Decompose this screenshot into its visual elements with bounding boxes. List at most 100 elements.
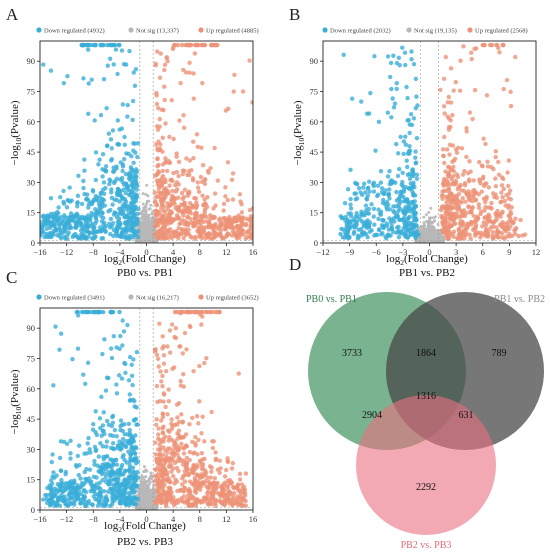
point-down-regulated	[130, 475, 136, 481]
point-up-regulated	[451, 88, 456, 93]
point-down-regulated	[56, 205, 61, 210]
point-down-regulated	[127, 433, 133, 438]
point-up-regulated	[171, 170, 176, 176]
point-down-regulated	[75, 204, 80, 209]
point-down-regulated	[63, 471, 68, 477]
point-up-regulated	[475, 214, 480, 219]
point-down-regulated	[360, 185, 366, 190]
point-down-regulated	[120, 343, 125, 348]
point-down-regulated	[100, 152, 106, 157]
point-up-regulated	[183, 232, 189, 238]
x-tick-label: −3	[398, 247, 407, 257]
point-up-regulated	[222, 226, 228, 232]
point-down-regulated	[82, 469, 87, 475]
point-up-regulated	[195, 180, 200, 185]
point-down-regulated	[86, 111, 91, 117]
point-up-regulated	[154, 223, 159, 228]
point-down-regulated	[121, 62, 127, 67]
point-not-sig	[428, 233, 432, 237]
point-up-regulated	[209, 42, 214, 48]
point-up-regulated	[183, 70, 189, 75]
point-up-regulated	[187, 60, 192, 65]
point-down-regulated	[93, 497, 98, 502]
point-up-regulated	[163, 121, 168, 126]
point-up-regulated	[477, 178, 482, 184]
point-down-regulated	[378, 212, 384, 217]
point-not-sig	[432, 229, 436, 233]
point-up-regulated	[239, 201, 244, 207]
legend-up-marker	[467, 27, 473, 33]
point-down-regulated	[127, 398, 133, 403]
point-down-regulated	[120, 436, 126, 442]
point-down-regulated	[348, 202, 353, 207]
point-down-regulated	[414, 172, 420, 178]
point-down-regulated	[80, 223, 85, 228]
point-down-regulated	[400, 45, 405, 50]
point-down-regulated	[109, 146, 114, 151]
point-down-regulated	[131, 501, 137, 507]
point-up-regulated	[485, 164, 491, 169]
point-not-sig	[146, 504, 150, 508]
point-up-regulated	[500, 194, 505, 200]
point-up-regulated	[159, 107, 164, 112]
y-tick-label: 60	[27, 117, 36, 127]
point-down-regulated	[411, 206, 417, 211]
point-down-regulated	[109, 190, 114, 195]
point-down-regulated	[130, 222, 135, 227]
legend-a: Down regulated (4932) Not sig (13,337) U…	[36, 27, 259, 35]
point-down-regulated	[97, 203, 102, 208]
point-down-regulated	[104, 375, 110, 380]
point-up-regulated	[177, 118, 182, 123]
point-down-regulated	[100, 196, 105, 202]
point-down-regulated	[397, 166, 402, 172]
point-down-regulated	[85, 42, 90, 48]
point-down-regulated	[75, 193, 81, 199]
point-not-sig	[422, 224, 426, 228]
point-down-regulated	[66, 230, 71, 235]
point-up-regulated	[194, 472, 200, 477]
point-up-regulated	[472, 87, 478, 93]
point-down-regulated	[405, 172, 411, 177]
point-up-regulated	[200, 162, 206, 168]
point-down-regulated	[114, 434, 119, 439]
x-ticks-a: −16 −12 −8 −4 0 4 8 12 16	[33, 243, 257, 257]
point-down-regulated	[78, 476, 83, 481]
point-down-regulated	[405, 95, 410, 101]
point-up-regulated	[153, 194, 159, 199]
point-not-sig	[141, 233, 145, 237]
y-tick-label: 30	[27, 177, 36, 187]
point-down-regulated	[108, 231, 113, 237]
point-down-regulated	[135, 154, 140, 160]
point-up-regulated	[472, 226, 477, 231]
point-up-regulated	[440, 189, 445, 195]
x-tick-label: 12	[222, 247, 231, 257]
point-down-regulated	[53, 493, 58, 499]
point-up-regulated	[446, 236, 452, 241]
point-down-regulated	[64, 221, 70, 226]
point-down-regulated	[111, 62, 116, 67]
point-not-sig	[140, 473, 144, 477]
point-up-regulated	[156, 106, 161, 111]
point-down-regulated	[107, 56, 113, 61]
point-up-regulated	[447, 196, 453, 202]
point-down-regulated	[355, 236, 361, 241]
point-down-regulated	[100, 444, 106, 449]
point-down-regulated	[93, 216, 99, 221]
point-up-regulated	[161, 361, 167, 366]
point-up-regulated	[444, 147, 450, 152]
point-down-regulated	[130, 487, 135, 493]
point-up-regulated	[237, 477, 243, 482]
point-up-regulated	[471, 213, 476, 218]
x-tick-label: −16	[33, 247, 46, 257]
point-up-regulated	[186, 205, 191, 210]
comparison-label-a: PB0 vs. PB1	[117, 267, 173, 279]
point-up-regulated	[466, 177, 472, 182]
point-down-regulated	[408, 181, 413, 186]
point-up-regulated	[189, 481, 195, 486]
point-down-regulated	[345, 187, 351, 192]
point-down-regulated	[391, 53, 396, 58]
point-up-regulated	[444, 224, 450, 229]
point-up-regulated	[167, 183, 172, 188]
